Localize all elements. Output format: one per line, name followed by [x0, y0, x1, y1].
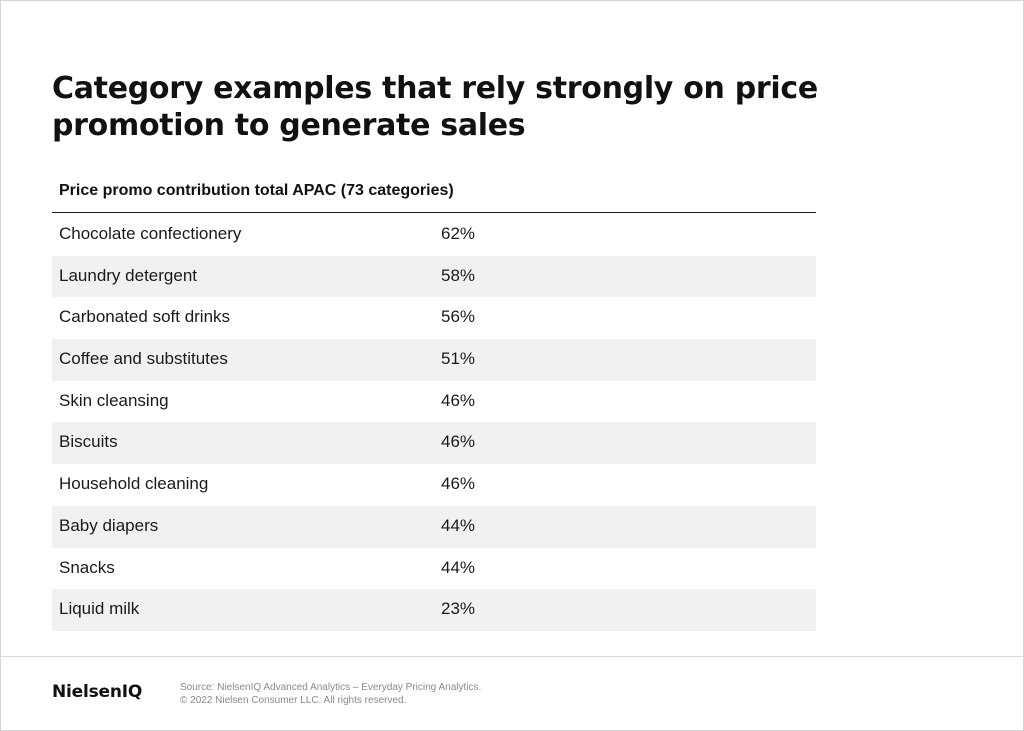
- nielseniq-logo: NielsenIQ: [52, 682, 143, 702]
- table-row: Snacks 44%: [52, 548, 816, 590]
- category-name: Skin cleansing: [59, 390, 169, 410]
- table-header-label: Price promo contribution total APAC (73 …: [59, 182, 454, 199]
- category-name: Household cleaning: [59, 474, 209, 494]
- table-row: Coffee and substitutes 51%: [52, 339, 816, 381]
- table-row: Carbonated soft drinks 56%: [52, 297, 816, 339]
- promo-contribution-value: 23%: [441, 599, 476, 619]
- category-name: Biscuits: [59, 432, 118, 452]
- promo-contribution-value: 44%: [441, 515, 476, 535]
- promo-contribution-value: 56%: [441, 307, 476, 327]
- category-table: Chocolate confectionery 62% Laundry dete…: [52, 214, 816, 631]
- footer-divider: [0, 656, 1024, 657]
- promo-contribution-value: 58%: [441, 265, 476, 285]
- table-row: Chocolate confectionery 62%: [52, 214, 816, 256]
- table-row: Skin cleansing 46%: [52, 381, 816, 423]
- source-line: Source: NielsenIQ Advanced Analytics – E…: [180, 682, 482, 693]
- copyright-line: © 2022 Nielsen Consumer LLC. All rights …: [180, 694, 407, 706]
- table-row: Laundry detergent 58%: [52, 255, 816, 298]
- source-note: Source: NielsenIQ Advanced Analytics – E…: [180, 682, 481, 707]
- category-name: Coffee and substitutes: [59, 349, 228, 369]
- promo-contribution-value: 46%: [441, 474, 476, 494]
- table-row: Baby diapers 44%: [52, 505, 816, 548]
- promo-contribution-value: 46%: [441, 432, 476, 452]
- promo-contribution-value: 46%: [441, 390, 476, 410]
- table-row: Liquid milk 23%: [52, 589, 816, 631]
- category-name: Laundry detergent: [59, 265, 197, 285]
- promo-contribution-value: 62%: [441, 224, 476, 243]
- category-name: Liquid milk: [59, 599, 140, 619]
- category-name: Snacks: [59, 557, 115, 577]
- category-name: Carbonated soft drinks: [59, 307, 231, 327]
- category-name: Chocolate confectionery: [59, 224, 242, 243]
- category-name: Baby diapers: [59, 515, 159, 535]
- table-row: Biscuits 46%: [52, 422, 816, 465]
- table-row: Household cleaning 46%: [52, 464, 816, 506]
- promo-contribution-value: 51%: [441, 349, 476, 369]
- page-title: Category examples that rely strongly on …: [52, 71, 818, 143]
- promo-contribution-value: 44%: [441, 557, 476, 577]
- table-header: Price promo contribution total APAC (73 …: [52, 180, 816, 213]
